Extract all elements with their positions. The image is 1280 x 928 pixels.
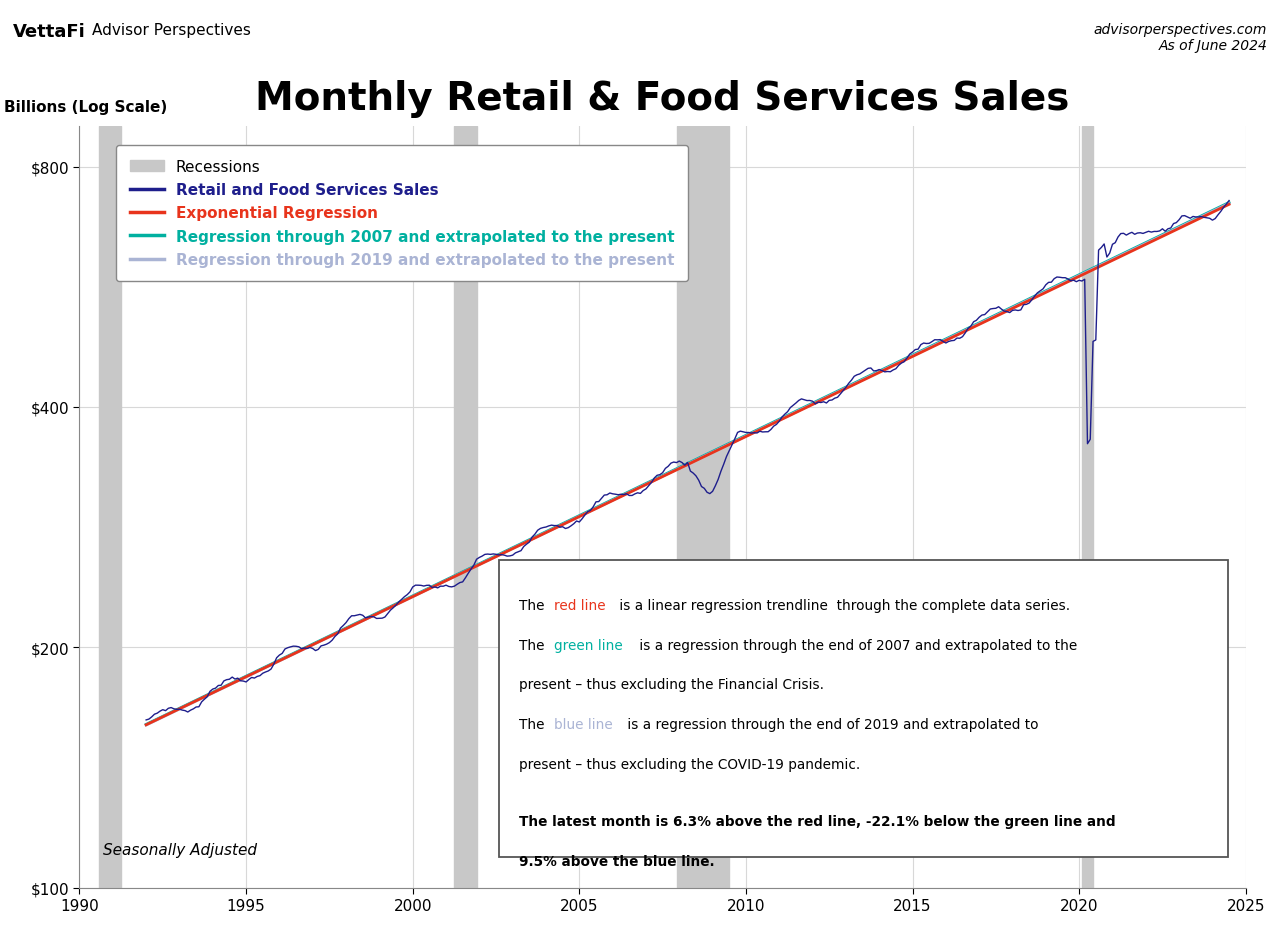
Text: present – thus excluding the COVID-19 pandemic.: present – thus excluding the COVID-19 pa… (520, 756, 860, 771)
Text: present – thus excluding the Financial Crisis.: present – thus excluding the Financial C… (520, 677, 824, 691)
Bar (454, 126, 476, 887)
Text: red line: red line (554, 599, 605, 612)
Bar (677, 126, 730, 887)
Legend: Recessions, Retail and Food Services Sales, Exponential Regression, Regression t: Recessions, Retail and Food Services Sal… (116, 146, 689, 281)
Bar (99, 126, 122, 887)
Text: The latest month is 6.3% above the red line, -22.1% below the green line and: The latest month is 6.3% above the red l… (520, 814, 1116, 828)
Text: The: The (520, 717, 549, 731)
Text: Seasonally Adjusted: Seasonally Adjusted (102, 843, 257, 857)
Bar (1082, 126, 1093, 887)
Text: Advisor Perspectives: Advisor Perspectives (92, 23, 251, 38)
Text: The: The (520, 638, 549, 652)
FancyBboxPatch shape (499, 561, 1229, 857)
Text: blue line: blue line (554, 717, 613, 731)
Text: advisorperspectives.com
As of June 2024: advisorperspectives.com As of June 2024 (1094, 23, 1267, 54)
Title: Monthly Retail & Food Services Sales: Monthly Retail & Food Services Sales (256, 80, 1070, 118)
Text: is a regression through the end of 2007 and extrapolated to the: is a regression through the end of 2007 … (635, 638, 1078, 652)
Text: Billions (Log Scale): Billions (Log Scale) (4, 100, 166, 115)
Text: is a linear regression trendline  through the complete data series.: is a linear regression trendline through… (614, 599, 1070, 612)
Text: VettaFi: VettaFi (13, 23, 86, 41)
Text: is a regression through the end of 2019 and extrapolated to: is a regression through the end of 2019 … (623, 717, 1039, 731)
Text: The: The (520, 599, 549, 612)
Text: green line: green line (554, 638, 623, 652)
Text: 9.5% above the blue line.: 9.5% above the blue line. (520, 854, 714, 868)
